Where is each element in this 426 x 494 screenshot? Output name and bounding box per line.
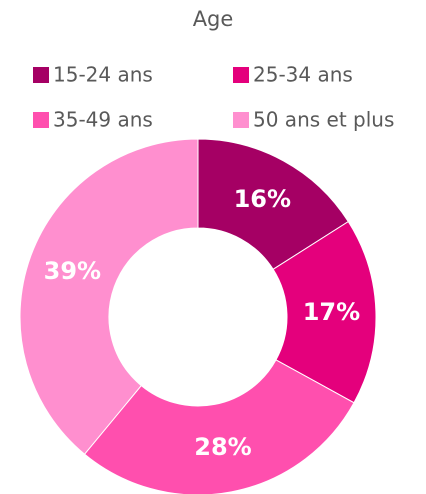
chart-title: Age [193, 7, 234, 31]
legend-swatch [33, 67, 49, 83]
data-label: 16% [234, 185, 291, 213]
data-label: 28% [194, 433, 251, 461]
donut-slice [19, 138, 199, 455]
legend-label: 15-24 ans [53, 63, 153, 87]
legend-label: 50 ans et plus [253, 108, 394, 132]
donut-slice [197, 138, 349, 271]
data-label: 17% [303, 298, 360, 326]
legend-label: 25-34 ans [253, 63, 353, 87]
legend-swatch [233, 67, 249, 83]
legend-label: 35-49 ans [53, 108, 153, 132]
data-label: 39% [44, 257, 101, 285]
legend-swatch [233, 112, 249, 128]
legend-swatch [33, 112, 49, 128]
donut-slice [83, 359, 355, 494]
donut-slice [272, 220, 377, 404]
